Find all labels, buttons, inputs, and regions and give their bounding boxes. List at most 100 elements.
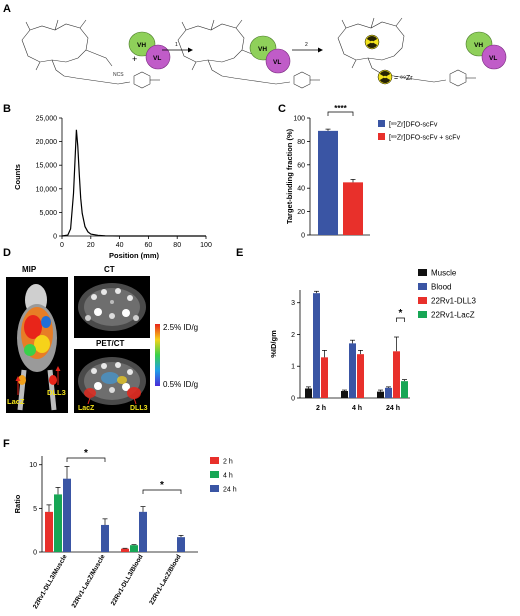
vl-label-3: VL (489, 55, 497, 62)
panel-f-letter: F (3, 438, 10, 450)
f-bar (121, 548, 129, 552)
e-y-tick-label: 2 (291, 332, 295, 339)
f-legend-swatch (210, 471, 219, 478)
petct-dll3-arrow (133, 397, 137, 405)
e-legend-label: Muscle (431, 269, 457, 278)
e-y-axis-label: %ID/gm (269, 330, 278, 358)
color-scale-bar (155, 324, 160, 386)
c-legend-label: [⁸⁹Zr]DFO-scFv (389, 122, 438, 129)
panel-b-letter: B (3, 103, 11, 115)
chart-b-radio-tlc: 0 5,000 10,000 15,000 20,000 25,000 0 20 40 60 80 1… (13, 116, 212, 261)
c-bar (318, 130, 338, 235)
b-x-tick-label: 0 (60, 242, 64, 249)
f-bar (54, 494, 62, 552)
radionuclide-legend-icon (377, 69, 393, 85)
step-1-label: 1 (175, 42, 178, 48)
e-legend-swatch (418, 311, 427, 318)
e-x-tick-label: 24 h (386, 405, 400, 412)
chart-c-binding-fraction: 0 20 40 60 80 100 Target-binding fraction (%) [… (285, 104, 461, 240)
c-significance-bracket (327, 111, 354, 116)
panel-a-letter: A (3, 3, 11, 15)
b-x-tick-label: 60 (145, 242, 153, 249)
f-significance-label: * (160, 480, 164, 491)
e-bar (393, 351, 400, 398)
e-bar (305, 388, 312, 398)
f-y-tick-label: 10 (29, 462, 37, 469)
f-bar (130, 545, 138, 552)
b-y-tick-label: 25,000 (36, 116, 58, 123)
f-bar (45, 511, 53, 552)
e-bar (349, 343, 356, 398)
e-legend-swatch (418, 283, 427, 290)
c-y-tick-label: 40 (297, 186, 305, 193)
e-bar (357, 354, 364, 398)
e-x-tick-label: 2 h (316, 405, 326, 412)
c-significance-label: **** (334, 104, 347, 113)
f-legend-label: 2 h (223, 459, 233, 466)
chart-e-biodistribution: 0 1 2 3 %ID/gm 2 h 4 h 24 h Muscle Blood 22Rv1-DLL… (269, 269, 476, 413)
f-legend-swatch (210, 485, 219, 492)
vl-label: VL (153, 55, 161, 62)
e-bar (377, 391, 384, 398)
e-significance-bracket (396, 317, 405, 322)
chart-f-ratios: 0 5 10 Ratio 22Rv1-DLL3/Muscle 22Rv1-LacZ/Mus… (13, 448, 237, 610)
e-y-tick-label: 3 (291, 300, 295, 307)
c-y-axis-label: Target-binding fraction (%) (285, 128, 294, 224)
c-y-tick-label: 100 (293, 116, 305, 123)
mip-lacz-label: LacZ (7, 397, 25, 406)
f-x-tick-label: 22Rv1-LacZ/Muscle (70, 553, 106, 609)
panel-a-scheme (21, 17, 476, 89)
f-y-tick-label: 5 (33, 506, 37, 513)
panel-e-letter: E (236, 247, 243, 259)
b-y-tick-label: 5,000 (39, 210, 57, 217)
step-2-label: 2 (305, 42, 308, 48)
mip-dll3-label: DLL3 (47, 388, 66, 397)
scfv-protein-2: VH VL (249, 35, 291, 74)
panel-c-letter: C (278, 103, 286, 115)
petct-title: PET/CT (96, 339, 125, 348)
e-y-tick-label: 1 (291, 364, 295, 371)
e-y-tick-label: 0 (291, 396, 295, 403)
c-legend-label: [⁸⁹Zr]DFO-scFv + scFv (389, 135, 461, 142)
b-x-tick-label: 40 (116, 242, 124, 249)
vl-label-2: VL (273, 59, 281, 66)
c-legend-swatch (378, 120, 385, 127)
c-legend-swatch (378, 133, 385, 140)
e-bar (341, 391, 348, 398)
f-legend-label: 24 h (223, 487, 237, 494)
arrow-head-2 (318, 47, 323, 53)
f-x-tick-label: 22Rv1-LacZ/Blood (148, 553, 182, 606)
vh-label: VH (137, 42, 146, 49)
f-significance-bracket (142, 489, 182, 494)
b-y-tick-label: 10,000 (36, 186, 58, 193)
e-bar (321, 357, 328, 398)
c-y-tick-label: 80 (297, 139, 305, 146)
scfv-protein-1: VH VL (128, 31, 171, 70)
e-bar (401, 381, 408, 398)
f-bar (177, 537, 185, 552)
ct-title: CT (104, 265, 115, 274)
b-series-line (61, 129, 206, 237)
ncs-label: NCS (113, 72, 124, 78)
c-bar (343, 182, 363, 235)
c-y-tick-label: 0 (301, 233, 305, 240)
mip-title: MIP (22, 265, 37, 274)
radionuclide-icon (364, 34, 380, 50)
petct-lacz-arrow (87, 397, 91, 405)
b-x-tick-label: 20 (87, 242, 95, 249)
f-significance-bracket (66, 457, 106, 462)
e-legend-label: Blood (431, 283, 451, 292)
ct-image (74, 276, 150, 338)
e-legend-label: 22Rv1-DLL3 (431, 297, 476, 306)
vh-label-3: VH (474, 42, 483, 49)
e-bar (313, 293, 320, 398)
f-y-tick-label: 0 (33, 550, 37, 557)
vh-label-2: VH (258, 46, 267, 53)
e-bar (385, 387, 392, 398)
f-x-tick-label: 22Rv1-DLL3/Muscle (32, 553, 69, 610)
dll3-arrow-head (55, 366, 61, 371)
b-y-tick-label: 20,000 (36, 139, 58, 146)
scale-max-label: 2.5% ID/g (163, 323, 198, 332)
f-bar (101, 524, 109, 552)
